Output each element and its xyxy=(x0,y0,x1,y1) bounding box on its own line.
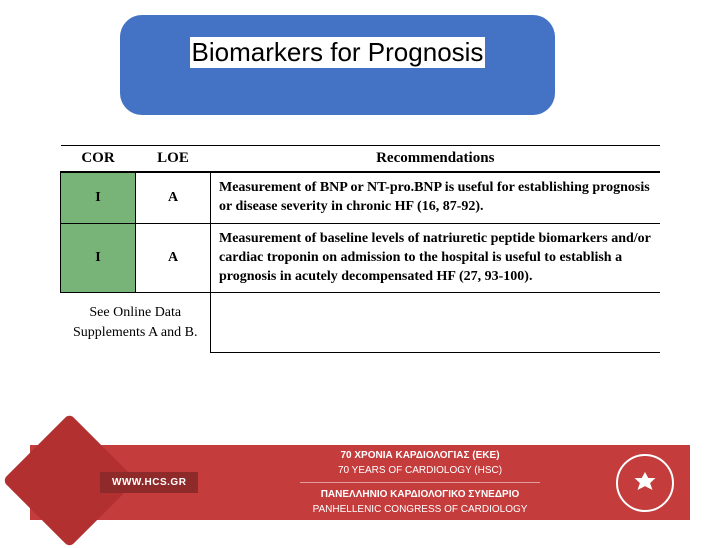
title-box: Biomarkers for Prognosis xyxy=(120,15,555,115)
seal-star-icon xyxy=(630,468,660,498)
cell-cor: I xyxy=(61,223,136,293)
footer-url: WWW.HCS.GR xyxy=(100,472,198,493)
cell-cor: I xyxy=(61,172,136,223)
footer-line2-en: PANHELLENIC CONGRESS OF CARDIOLOGY xyxy=(240,502,600,517)
col-header-rec: Recommendations xyxy=(211,146,661,173)
footer-banner: WWW.HCS.GR 70 ΧΡΟΝΙΑ ΚΑΡΔΙΟΛΟΓΙΑΣ (ΕΚΕ) … xyxy=(30,445,690,520)
footer-line1-gr: 70 ΧΡΟΝΙΑ ΚΑΡΔΙΟΛΟΓΙΑΣ (ΕΚΕ) xyxy=(240,448,600,463)
footer-line2-gr: ΠΑΝΕΛΛΗΝΙΟ ΚΑΡΔΙΟΛΟΓΙΚΟ ΣΥΝΕΔΡΙΟ xyxy=(240,487,600,502)
cell-loe: A xyxy=(136,172,211,223)
table-header-row: COR LOE Recommendations xyxy=(61,146,661,173)
cell-loe: A xyxy=(136,223,211,293)
table-row-supplement: See Online Data Supplements A and B. xyxy=(61,293,661,353)
page-title: Biomarkers for Prognosis xyxy=(190,37,486,68)
footer-center: 70 ΧΡΟΝΙΑ ΚΑΡΔΙΟΛΟΓΙΑΣ (ΕΚΕ) 70 YEARS OF… xyxy=(240,448,600,517)
recommendations-table-wrap: COR LOE Recommendations I A Measurement … xyxy=(60,145,660,353)
col-header-loe: LOE xyxy=(136,146,211,173)
seal-icon xyxy=(616,454,674,512)
col-header-cor: COR xyxy=(61,146,136,173)
table-row: I A Measurement of BNP or NT-pro.BNP is … xyxy=(61,172,661,223)
recommendations-table: COR LOE Recommendations I A Measurement … xyxy=(60,145,660,353)
footer-divider xyxy=(300,482,540,483)
footer-line1-en: 70 YEARS OF CARDIOLOGY (HSC) xyxy=(240,463,600,478)
table-row: I A Measurement of baseline levels of na… xyxy=(61,223,661,293)
footer-right xyxy=(600,445,690,520)
cell-recommendation: Measurement of BNP or NT-pro.BNP is usef… xyxy=(211,172,661,223)
cell-recommendation: Measurement of baseline levels of natriu… xyxy=(211,223,661,293)
supplement-note: See Online Data Supplements A and B. xyxy=(61,293,211,353)
footer-left: WWW.HCS.GR xyxy=(30,445,240,520)
empty-cell xyxy=(211,293,661,353)
